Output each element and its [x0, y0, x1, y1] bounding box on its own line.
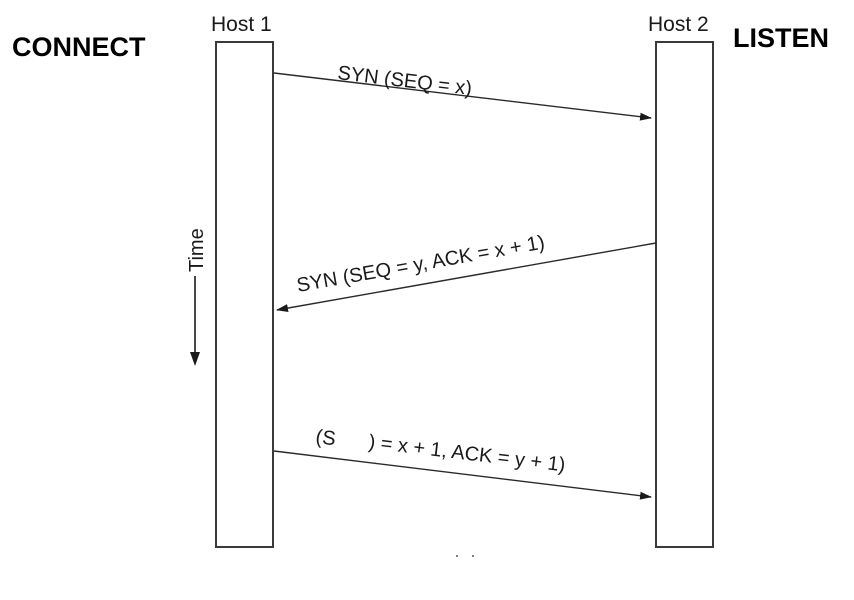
ack-label-start: (S — [314, 426, 336, 450]
time-axis-label: Time — [186, 228, 208, 272]
scan-dot — [472, 555, 474, 557]
ack-label-end: ) = x + 1, ACK = y + 1) — [367, 431, 566, 476]
host1-timeline — [215, 41, 274, 548]
message-ack: (S ) = x + 1, ACK = y + 1) — [273, 426, 652, 500]
host1-label: Host 1 — [211, 13, 272, 36]
syn-ack-label: SYN (SEQ = y, ACK = x + 1) — [295, 232, 546, 297]
time-axis: Time — [186, 228, 208, 366]
host2-state-label: LISTEN — [733, 23, 829, 53]
message-syn-ack: SYN (SEQ = y, ACK = x + 1) — [276, 232, 657, 313]
syn-ack-arrow — [276, 242, 657, 313]
host2-timeline — [655, 41, 714, 548]
syn-arrow — [273, 72, 652, 121]
time-axis-arrowhead — [190, 352, 200, 366]
ack-arrow — [273, 450, 652, 500]
syn-label: SYN (SEQ = x) — [336, 62, 473, 100]
message-syn: SYN (SEQ = x) — [273, 62, 652, 121]
scan-dot — [456, 555, 458, 557]
host2-label: Host 2 — [648, 13, 709, 36]
host1-state-label: CONNECT — [12, 32, 146, 62]
